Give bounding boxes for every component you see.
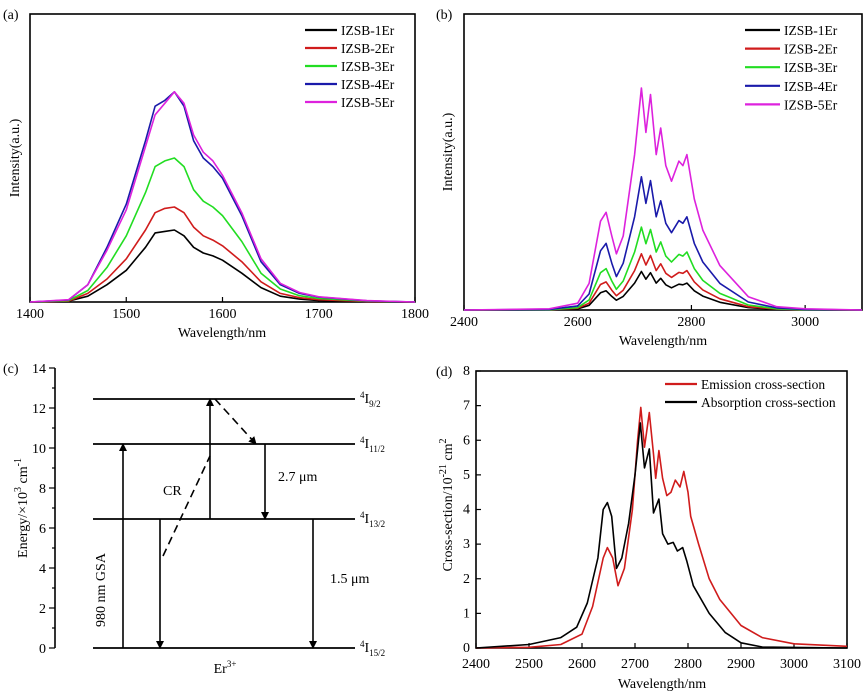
x-tick-label: 1400 bbox=[16, 307, 44, 322]
legend-label: IZSB-5Er bbox=[341, 95, 395, 110]
gsa-label: 980 nm GSA bbox=[94, 552, 109, 627]
x-tick-label: 2800 bbox=[674, 657, 702, 672]
x-tick-label: 2800 bbox=[677, 315, 705, 330]
x-tick-label: 3000 bbox=[791, 315, 819, 330]
y-tick-label: 6 bbox=[463, 433, 470, 448]
y-tick-label: 5 bbox=[463, 468, 470, 483]
emission-2-7um-label: 2.7 μm bbox=[278, 470, 318, 485]
series-line-izsb-5er bbox=[463, 87, 863, 311]
x-tick-label: 2600 bbox=[564, 315, 592, 330]
x-tick-label: 1600 bbox=[209, 307, 237, 322]
legend-label: IZSB-3Er bbox=[341, 59, 395, 74]
panel-label-c: (c) bbox=[3, 362, 19, 377]
energy-level-label: 4I13/2 bbox=[360, 510, 385, 529]
y-tick-label: 0 bbox=[39, 642, 46, 657]
y-axis-label-c: Energy/×103 cm-1 bbox=[13, 458, 31, 558]
series-line-izsb-2er bbox=[29, 206, 416, 303]
x-tick-label: 2700 bbox=[621, 657, 649, 672]
emission-1-5um-label: 1.5 μm bbox=[330, 572, 370, 587]
series-line-izsb-4er bbox=[29, 91, 416, 303]
cr-label: CR bbox=[163, 484, 182, 499]
legend-label: IZSB-4Er bbox=[784, 79, 838, 94]
y-tick-label: 12 bbox=[32, 402, 46, 417]
panel-label-b: (b) bbox=[436, 8, 453, 23]
x-tick-label: 2600 bbox=[568, 657, 596, 672]
series-line-absorption-cross-section bbox=[475, 422, 848, 649]
panel-label-d: (d) bbox=[436, 365, 453, 380]
y-tick-label: 2 bbox=[39, 602, 46, 617]
x-tick-label: 1800 bbox=[401, 307, 429, 322]
series-line-izsb-1er bbox=[29, 229, 416, 303]
legend-label: Emission cross-section bbox=[701, 377, 825, 392]
transition-arrow bbox=[162, 455, 211, 557]
x-tick-label: 1500 bbox=[112, 307, 140, 322]
x-axis-label-a: Wavelength/nm bbox=[178, 326, 266, 341]
y-axis-label-d: Cross-section/10-21 cm2 bbox=[438, 438, 456, 571]
x-axis-label-d: Wavelength/nm bbox=[618, 677, 706, 692]
y-axis-label-a: Intensity(a.u.) bbox=[8, 118, 23, 197]
energy-level-label: 4I9/2 bbox=[360, 390, 381, 409]
x-tick-label: 1700 bbox=[305, 307, 333, 322]
energy-level-diagram-c: 0 2 4 6 8 10 12 14 4I9/2 4I11/2 4I13/2 4I15/2 980 nm… bbox=[32, 362, 385, 658]
legend-label: IZSB-2Er bbox=[784, 42, 838, 57]
y-tick-label: 1 bbox=[463, 606, 470, 621]
legend-label: Absorption cross-section bbox=[701, 395, 836, 410]
x-axis-label-b: Wavelength/nm bbox=[619, 334, 707, 349]
series-line-izsb-4er bbox=[463, 176, 863, 311]
chart-d: 2400 2500 2600 2700 2800 2900 3000 3100 0 1 2 3 4 5 6 7… bbox=[462, 364, 861, 672]
x-tick-label: 3000 bbox=[780, 657, 808, 672]
y-tick-label: 6 bbox=[39, 522, 46, 537]
chart-a: 1400 1500 1600 1700 1800 IZSB-1Er IZSB-2Er IZSB… bbox=[16, 13, 429, 322]
transition-arrow bbox=[214, 398, 257, 445]
chart-b: 2400 2600 2800 3000 IZSB-1Er IZSB-2Er IZSB-3Er… bbox=[450, 13, 863, 330]
x-tick-label: 2500 bbox=[515, 657, 543, 672]
y-tick-label: 14 bbox=[32, 362, 46, 377]
y-axis-label-b: Intensity(a.u.) bbox=[441, 112, 456, 191]
legend-label: IZSB-1Er bbox=[784, 23, 838, 38]
series-line-izsb-1er bbox=[463, 270, 863, 311]
series-line-izsb-2er bbox=[463, 253, 863, 311]
series-line-izsb-3er bbox=[463, 226, 863, 311]
plot-frame bbox=[475, 370, 848, 649]
legend-label: IZSB-3Er bbox=[784, 60, 838, 75]
y-tick-label: 8 bbox=[463, 364, 470, 379]
ion-label: Er3+ bbox=[214, 659, 237, 677]
y-tick-label: 2 bbox=[463, 572, 470, 587]
legend-label: IZSB-5Er bbox=[784, 97, 838, 112]
x-tick-label: 3100 bbox=[833, 657, 861, 672]
plot-frame bbox=[463, 13, 863, 311]
y-tick-label: 4 bbox=[463, 503, 470, 518]
y-tick-label: 10 bbox=[32, 442, 46, 457]
energy-level-label: 4I11/2 bbox=[360, 435, 385, 454]
series-line-izsb-5er bbox=[29, 91, 416, 303]
x-tick-label: 2400 bbox=[462, 657, 490, 672]
legend-label: IZSB-2Er bbox=[341, 41, 395, 56]
y-tick-label: 7 bbox=[463, 399, 470, 414]
series-line-izsb-3er bbox=[29, 157, 416, 303]
y-tick-label: 0 bbox=[463, 641, 470, 656]
y-tick-label: 3 bbox=[463, 537, 470, 552]
x-tick-label: 2400 bbox=[450, 315, 478, 330]
panel-label-a: (a) bbox=[3, 8, 19, 23]
legend-label: IZSB-1Er bbox=[341, 23, 395, 38]
plot-frame bbox=[29, 13, 416, 303]
x-tick-label: 2900 bbox=[727, 657, 755, 672]
series-line-emission-cross-section bbox=[475, 406, 848, 649]
y-tick-label: 8 bbox=[39, 482, 46, 497]
y-tick-label: 4 bbox=[39, 562, 46, 577]
legend-label: IZSB-4Er bbox=[341, 77, 395, 92]
energy-level-label: 4I15/2 bbox=[360, 639, 385, 658]
